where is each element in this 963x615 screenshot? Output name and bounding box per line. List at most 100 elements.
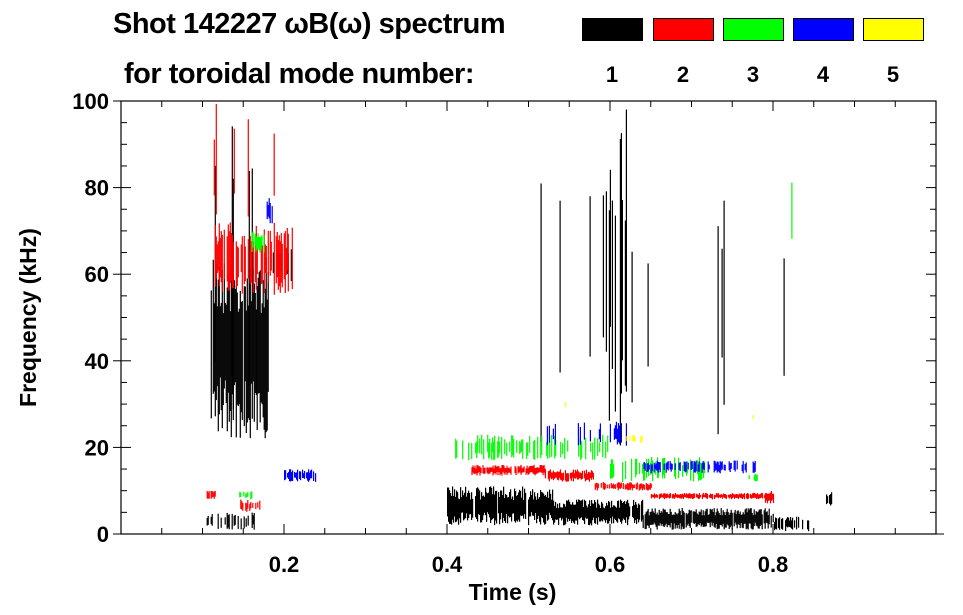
spectral-streak bbox=[265, 256, 267, 433]
spectral-streak bbox=[240, 301, 242, 413]
spectral-streak bbox=[622, 462, 624, 482]
spectral-streak bbox=[749, 508, 751, 524]
spectral-streak bbox=[212, 492, 214, 497]
spectral-streak bbox=[666, 493, 668, 498]
spectral-streak bbox=[475, 442, 477, 454]
spectral-streak bbox=[602, 434, 604, 458]
spectral-streak bbox=[277, 240, 279, 290]
spectral-streak bbox=[608, 210, 610, 421]
mode-4-feature bbox=[643, 460, 756, 474]
spectral-streak bbox=[525, 468, 527, 475]
spectral-streak bbox=[499, 468, 501, 476]
spectral-streak bbox=[529, 465, 531, 473]
spectral-streak bbox=[628, 503, 630, 520]
spectral-streak bbox=[626, 483, 628, 490]
spectral-streak bbox=[535, 467, 537, 474]
spectral-streak bbox=[456, 490, 458, 522]
spectral-streak bbox=[257, 233, 259, 249]
spectral-streak bbox=[493, 468, 495, 474]
spectral-streak bbox=[620, 499, 622, 522]
legend-label-mode-1: 1 bbox=[605, 62, 619, 87]
spectral-streak bbox=[498, 436, 500, 457]
spectral-streak bbox=[214, 491, 216, 497]
spectral-streak bbox=[291, 472, 293, 481]
spectral-streak bbox=[658, 509, 660, 526]
spectral-streak bbox=[611, 200, 613, 369]
spectral-streak bbox=[716, 508, 718, 530]
spectral-streak bbox=[724, 464, 726, 471]
spectral-streak bbox=[273, 133, 275, 196]
spectral-streak bbox=[264, 244, 266, 273]
spectral-streak bbox=[578, 438, 580, 457]
spectral-streak bbox=[718, 513, 720, 529]
spectral-streak bbox=[561, 473, 563, 482]
spectral-streak bbox=[221, 234, 223, 292]
spectral-streak bbox=[244, 246, 246, 282]
spectral-streak bbox=[257, 277, 259, 394]
spectral-streak bbox=[460, 487, 462, 523]
spectral-streak bbox=[508, 497, 510, 517]
spectral-streak bbox=[247, 499, 249, 509]
spectral-streak bbox=[737, 494, 739, 500]
spectral-streak bbox=[589, 196, 591, 357]
spectral-streak bbox=[635, 483, 637, 490]
spectral-streak bbox=[552, 489, 554, 521]
spectral-streak bbox=[791, 520, 793, 529]
spectral-streak bbox=[456, 440, 458, 458]
spectral-streak bbox=[515, 491, 517, 523]
spectral-streak bbox=[732, 494, 734, 498]
spectral-streak bbox=[636, 482, 638, 490]
spectral-streak bbox=[755, 494, 757, 499]
spectral-streak bbox=[689, 493, 691, 499]
spectral-streak bbox=[687, 513, 689, 524]
spectral-streak bbox=[263, 234, 265, 253]
spectral-streak bbox=[258, 236, 260, 250]
spectral-streak bbox=[503, 465, 505, 474]
spectral-streak bbox=[709, 508, 711, 528]
spectral-streak bbox=[750, 495, 752, 499]
spectral-streak bbox=[719, 515, 721, 526]
spectral-streak bbox=[597, 499, 599, 525]
spectral-streak bbox=[695, 460, 697, 472]
spectral-streak bbox=[458, 498, 460, 525]
spectral-streak bbox=[521, 497, 523, 517]
spectral-streak bbox=[267, 271, 269, 392]
spectral-streak bbox=[226, 512, 228, 529]
spectral-streak bbox=[708, 464, 710, 470]
spectral-streak bbox=[718, 464, 720, 473]
spectral-streak bbox=[723, 512, 725, 530]
spectral-streak bbox=[260, 236, 262, 251]
spectral-streak bbox=[706, 508, 708, 523]
spectral-streak bbox=[644, 463, 646, 471]
spectral-streak bbox=[704, 511, 706, 527]
spectral-streak bbox=[682, 494, 684, 500]
spectral-streak bbox=[614, 215, 616, 412]
spectral-streak bbox=[505, 468, 507, 473]
spectral-streak bbox=[605, 441, 607, 459]
spectral-streak bbox=[517, 495, 519, 522]
spectral-streak bbox=[548, 425, 550, 443]
spectral-streak bbox=[499, 497, 501, 525]
spectral-streak bbox=[557, 471, 559, 481]
y-tick-label: 60 bbox=[85, 262, 109, 287]
spectral-streak bbox=[641, 501, 643, 522]
spectral-streak bbox=[705, 493, 707, 499]
spectral-streak bbox=[524, 488, 526, 515]
spectral-streak bbox=[473, 467, 475, 475]
spectral-streak bbox=[553, 472, 555, 479]
spectral-streak bbox=[292, 470, 294, 481]
y-axis-label: Frequency (kHz) bbox=[15, 228, 41, 407]
spectral-streak bbox=[281, 243, 283, 288]
spectral-streak bbox=[275, 236, 277, 284]
spectral-streak bbox=[521, 439, 523, 452]
spectral-streak bbox=[566, 473, 568, 482]
spectral-streak bbox=[541, 465, 543, 473]
mode-4-feature bbox=[284, 469, 317, 482]
spectral-streak bbox=[555, 439, 557, 456]
spectral-streak bbox=[556, 507, 558, 520]
spectral-streak bbox=[768, 493, 771, 501]
spectral-streak bbox=[210, 491, 212, 499]
spectral-streak bbox=[649, 512, 651, 525]
spectral-streak bbox=[708, 495, 710, 498]
spectral-streak bbox=[656, 512, 658, 530]
